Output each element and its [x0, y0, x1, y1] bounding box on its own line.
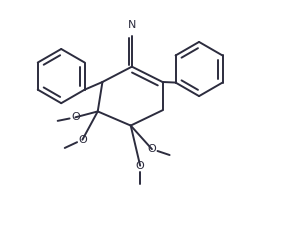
Text: O: O	[148, 144, 156, 154]
Text: O: O	[71, 112, 80, 122]
Text: O: O	[78, 135, 87, 145]
Text: O: O	[136, 161, 144, 171]
Text: N: N	[128, 20, 136, 30]
